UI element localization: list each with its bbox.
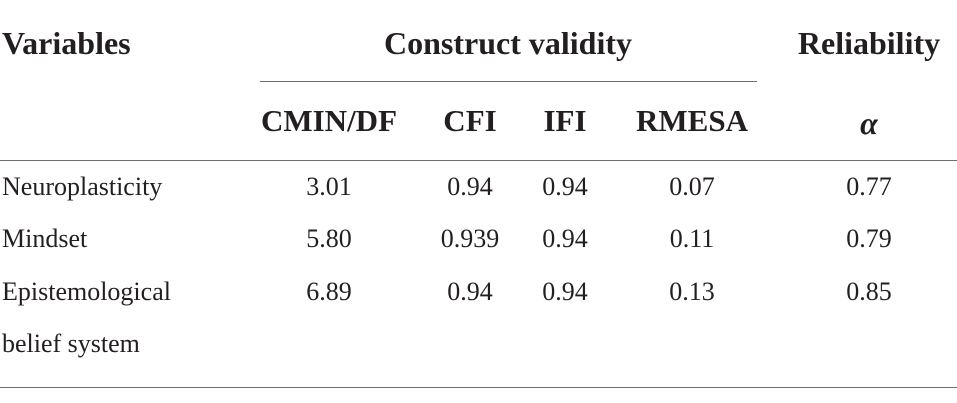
row-neuroplasticity-cfi: 0.94	[447, 172, 493, 201]
row-epistemological-cfi: 0.94	[447, 277, 493, 306]
header-construct-validity: Construct validity	[384, 25, 632, 61]
row-epistemological-rmesa: 0.13	[669, 277, 715, 306]
header-rmesa: RMESA	[636, 103, 748, 138]
row-neuroplasticity-rmesa: 0.07	[669, 172, 715, 201]
header-alpha: α	[860, 105, 878, 141]
header-cfi: CFI	[443, 103, 497, 138]
table-bottom-rule	[0, 387, 957, 388]
row-epistemological-ifi: 0.94	[542, 277, 588, 306]
row-neuroplasticity-variable: Neuroplasticity	[2, 172, 163, 201]
header-ifi: IFI	[543, 103, 587, 138]
row-mindset-ifi: 0.94	[542, 224, 588, 253]
row-mindset-variable: Mindset	[2, 224, 88, 253]
row-neuroplasticity-ifi: 0.94	[542, 172, 588, 201]
row-epistemological-cmin-df: 6.89	[306, 277, 352, 306]
row-neuroplasticity-alpha: 0.77	[846, 172, 892, 201]
row-mindset-rmesa: 0.11	[669, 224, 715, 253]
row-epistemological-variable-line2: belief system	[2, 329, 140, 358]
row-mindset-alpha: 0.79	[846, 224, 892, 253]
row-epistemological-alpha: 0.85	[846, 277, 892, 306]
header-bottom-rule	[0, 160, 957, 161]
row-mindset-cmin-df: 5.80	[306, 224, 352, 253]
row-epistemological-variable: Epistemological	[2, 277, 171, 306]
row-mindset-cfi: 0.939	[440, 224, 500, 253]
row-neuroplasticity-cmin-df: 3.01	[306, 172, 352, 201]
header-reliability: Reliability	[797, 25, 941, 61]
header-variables: Variables	[2, 25, 131, 61]
header-cmin-df: CMIN/DF	[260, 103, 398, 138]
construct-validity-spanner-rule	[260, 81, 757, 82]
